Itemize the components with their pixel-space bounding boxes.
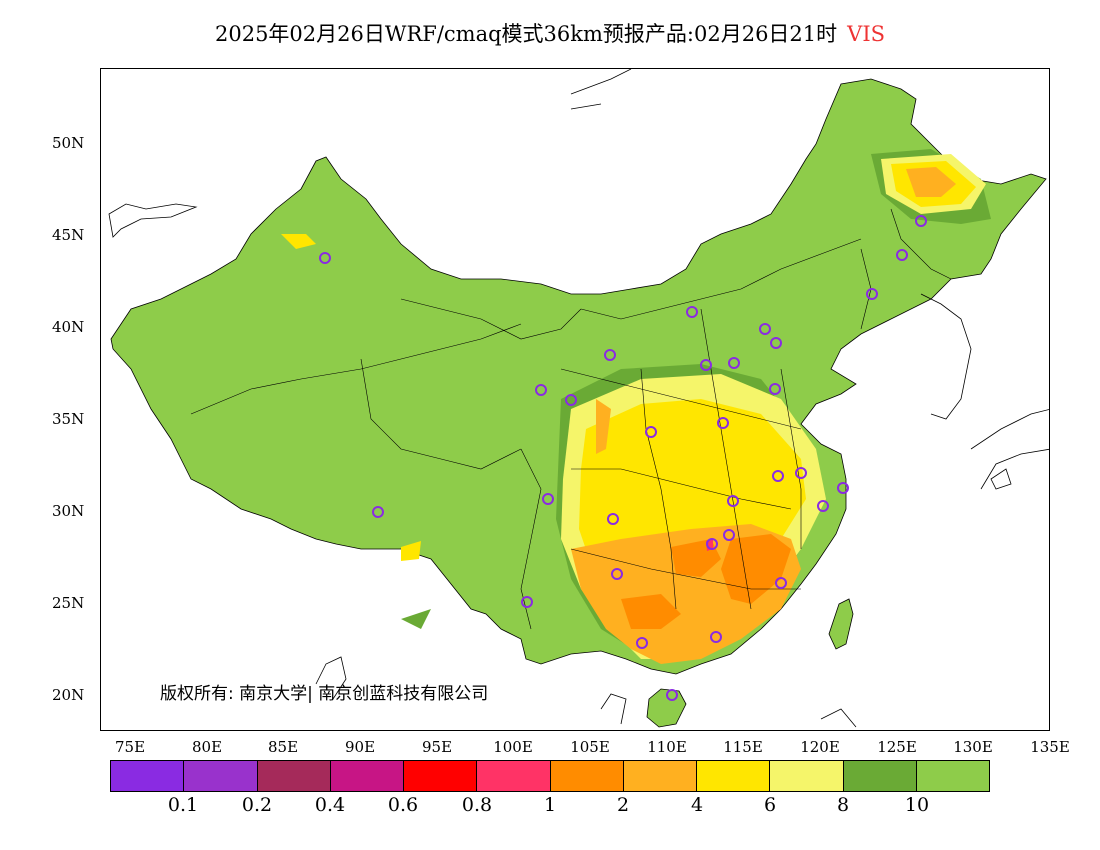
- lat-label-30n: 30N: [52, 502, 85, 520]
- lat-label-25n: 25N: [52, 594, 85, 612]
- lat-label-45n: 45N: [52, 226, 85, 244]
- lon-label-80e: 80E: [191, 738, 223, 756]
- legend-label-0.1: 0.1: [167, 794, 199, 816]
- lon-label-85e: 85E: [267, 738, 299, 756]
- province-borders: [190, 208, 952, 630]
- legend-swatch: [330, 761, 404, 791]
- map-canvas: [108, 69, 1049, 728]
- lon-label-125e: 125E: [877, 738, 917, 756]
- legend-swatch: [111, 761, 185, 791]
- neighbor-coastlines: [108, 69, 1049, 728]
- legend-swatch: [770, 761, 844, 791]
- lon-label-90e: 90E: [344, 738, 376, 756]
- lon-label-110e: 110E: [647, 738, 687, 756]
- lon-label-105e: 105E: [570, 738, 610, 756]
- legend-swatch: [184, 761, 258, 791]
- legend-label-0.6: 0.6: [387, 794, 419, 816]
- lat-label-35n: 35N: [52, 410, 85, 428]
- map-frame[interactable]: [100, 68, 1050, 731]
- legend-label-6: 6: [763, 794, 777, 816]
- legend-swatch: [916, 761, 989, 791]
- title-variable: VIS: [847, 22, 886, 46]
- legend-label-8: 8: [836, 794, 850, 816]
- title-main: 2025年02月26日WRF/cmaq模式36km预报产品:02月26日21时: [214, 22, 838, 46]
- taiwan-island: [828, 598, 854, 650]
- lon-label-120e: 120E: [800, 738, 840, 756]
- legend-label-10: 10: [904, 794, 930, 816]
- lat-label-20n: 20N: [52, 686, 85, 704]
- legend-swatch: [477, 761, 551, 791]
- lon-label-115e: 115E: [723, 738, 763, 756]
- legend-label-2: 2: [616, 794, 630, 816]
- copyright-text: 版权所有: 南京大学| 南京创蓝科技有限公司: [160, 684, 489, 704]
- legend-label-1: 1: [543, 794, 557, 816]
- lat-label-50n: 50N: [52, 134, 85, 152]
- lon-label-75e: 75E: [114, 738, 146, 756]
- legend-swatch: [843, 761, 917, 791]
- lon-label-100e: 100E: [493, 738, 533, 756]
- legend-label-0.4: 0.4: [314, 794, 346, 816]
- chart-title: 2025年02月26日WRF/cmaq模式36km预报产品:02月26日21时 V…: [0, 18, 1100, 48]
- lon-label-135e: 135E: [1030, 738, 1070, 756]
- legend-swatch: [623, 761, 697, 791]
- legend-swatch: [550, 761, 624, 791]
- legend-swatch: [697, 761, 771, 791]
- legend-label-0.2: 0.2: [241, 794, 273, 816]
- legend-label-4: 4: [690, 794, 704, 816]
- color-legend: [110, 760, 990, 792]
- legend-swatch: [404, 761, 478, 791]
- lat-label-40n: 40N: [52, 318, 85, 336]
- lon-label-130e: 130E: [953, 738, 993, 756]
- lon-label-95e: 95E: [421, 738, 453, 756]
- legend-swatch: [257, 761, 331, 791]
- legend-label-0.8: 0.8: [461, 794, 493, 816]
- station-markers: [319, 215, 927, 701]
